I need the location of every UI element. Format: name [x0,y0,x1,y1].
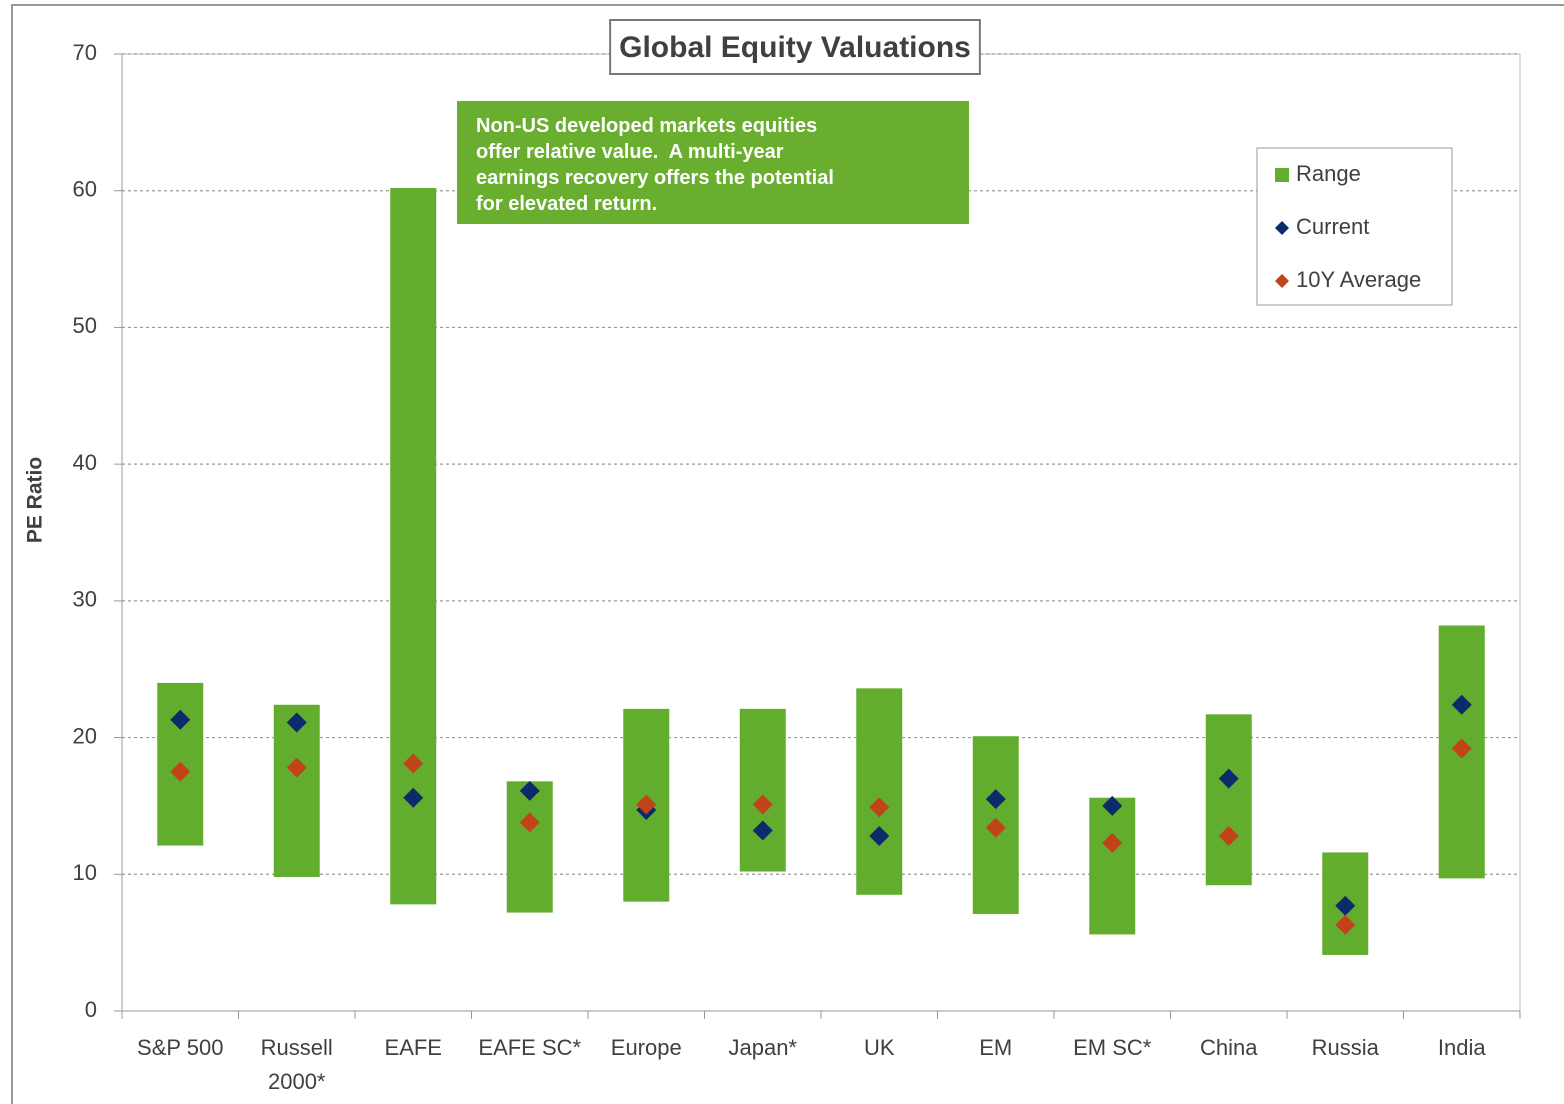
y-tick-label: 60 [73,177,97,202]
legend-marker [1275,274,1289,288]
annotation-line: for elevated return. [476,193,658,215]
chart-title: Global Equity Valuations [619,31,971,64]
y-tick-label: 20 [73,723,97,748]
y-axis-label: PE Ratio [24,457,47,543]
x-tick-label: UK [863,1035,895,1060]
chart-border [11,4,1564,1104]
marker [170,761,191,782]
x-tick-label: EAFE SC* [478,1035,582,1060]
legend-marker [1275,168,1289,182]
title-box [609,19,981,75]
range-bar [390,187,437,905]
range-bar [856,688,903,895]
marker [170,709,191,730]
y-tick-label: 50 [73,313,97,338]
annotation: Non-US developed markets equities offer r… [457,101,969,224]
x-tick-label: China [1200,1035,1258,1060]
range-bar [1089,797,1136,935]
x-tick-label: Russia [1311,1035,1379,1060]
legend-label: Range [1296,161,1361,186]
y-tick-label: 70 [73,40,97,65]
marker [1218,768,1239,789]
annotation-line: Non-US developed markets equities [476,115,818,137]
marker [403,753,424,774]
x-tick-label: S&P 500 [137,1035,224,1060]
marker [403,787,424,808]
y-tick-label: 0 [85,997,97,1022]
y-tick-label: 40 [73,450,97,475]
marker [752,820,773,841]
marker [869,826,890,847]
marker [519,812,540,833]
x-tick-label: EAFE [384,1035,442,1060]
x-tick-label: EM [979,1035,1013,1060]
legend-marker [1275,221,1289,235]
marker [286,757,307,778]
marker [1335,914,1356,935]
marker [752,794,773,815]
range-bar [1205,714,1252,886]
marker [1451,694,1472,715]
annotation-line: earnings recovery offers the potential [476,167,834,189]
legend-label: 10Y Average [1296,267,1421,292]
marker [519,780,540,801]
marker [1451,738,1472,759]
x-tick-label: EM SC* [1073,1035,1152,1060]
x-tick-label: Russell 2000* [260,1035,333,1094]
x-tick-label: Europe [610,1035,682,1060]
marker [985,789,1006,810]
y-tick-label: 30 [73,587,97,612]
marker [1102,832,1123,853]
marker [286,712,307,733]
range-bar [273,704,320,878]
range-bar [739,708,786,872]
x-tick-label: India [1437,1035,1486,1060]
annotation-line: offer relative value. A multi-year [476,141,784,163]
marker [1335,895,1356,916]
marker [985,817,1006,838]
marker [1102,795,1123,816]
x-tick-label: Japan* [728,1035,797,1060]
marker [869,797,890,818]
legend-label: Current [1296,214,1369,239]
legend-box [1256,147,1453,306]
marker [636,794,657,815]
marker [1218,826,1239,847]
range-bar [506,781,553,913]
y-tick-label: 10 [73,860,97,885]
